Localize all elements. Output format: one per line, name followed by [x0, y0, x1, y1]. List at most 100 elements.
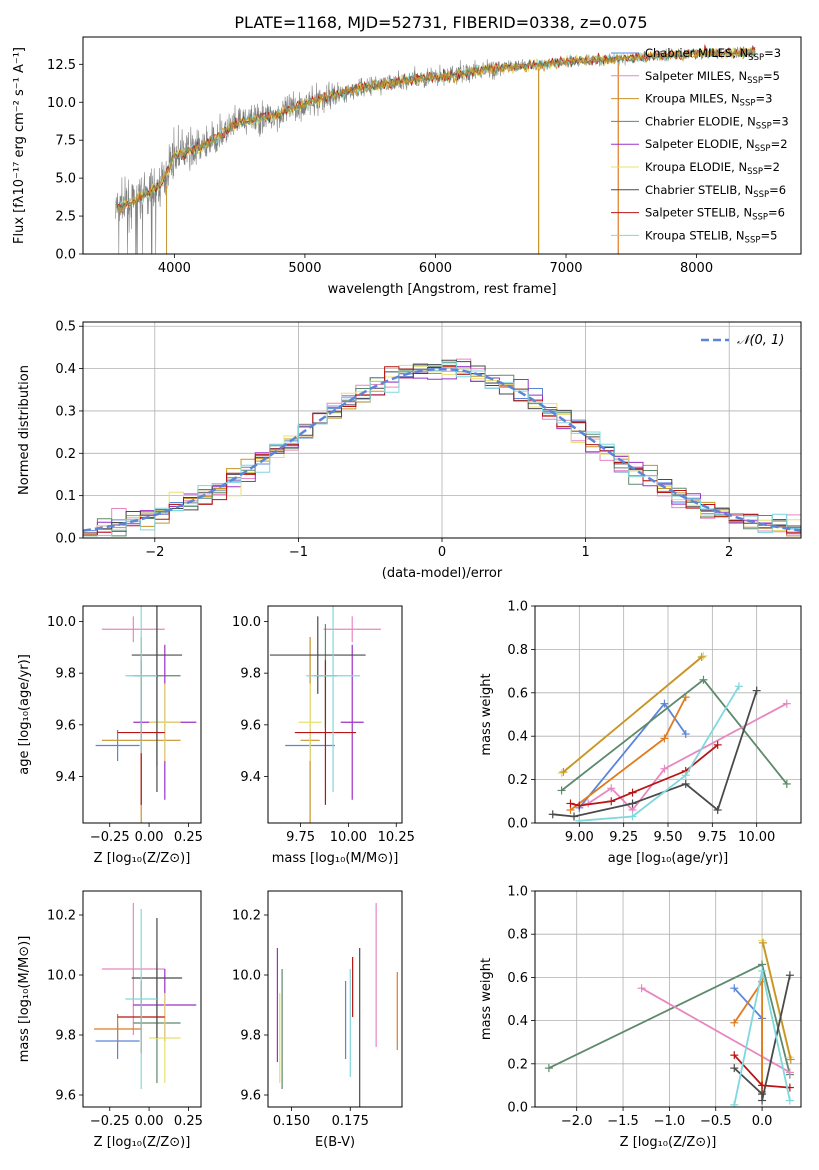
axes-frame — [267, 605, 403, 824]
legend-label-value: =5 — [763, 69, 780, 83]
legend-label-sub: SSP — [756, 121, 772, 131]
plot-area — [95, 606, 197, 823]
plot-area — [535, 891, 801, 1107]
x-axis-label: Z [log₁₀(Z/Z⊙)] — [94, 1135, 191, 1150]
legend-label-sub: SSP — [747, 167, 763, 177]
x-axis-label: mass [log₁₀(M/M⊙)] — [272, 851, 399, 866]
x-tick-label: 9.00 — [565, 830, 594, 845]
legend-label-sub: SSP — [747, 76, 763, 86]
legend-label-text: Kroupa ELODIE, N — [645, 160, 747, 174]
x-axis-label: Z [log₁₀(Z/Z⊙)] — [620, 1135, 717, 1150]
plot-area — [535, 606, 801, 823]
legend-label-text: Salpeter MILES, N — [645, 69, 747, 83]
x-tick-label: 0 — [438, 545, 446, 560]
x-tick-label: 4000 — [158, 261, 191, 276]
y-tick-label: 9.8 — [240, 1029, 261, 1044]
x-tick-label: 5000 — [288, 261, 321, 276]
y-axis-label: Flux [fλ10⁻¹⁷ erg cm⁻² s⁻¹ A⁻¹] — [12, 47, 27, 244]
weight-line-salpeter_miles — [641, 987, 791, 1074]
axes-frame — [267, 890, 403, 1108]
axes-frame — [82, 321, 802, 539]
legend-label-sub: SSP — [753, 190, 769, 200]
y-tick-label: 10.2 — [232, 909, 261, 924]
panel-spectrum: 4000 5000 6000 7000 8000 0.0 2.5 5.0 7.5 10.0 12.5… — [12, 36, 802, 297]
y-tick-label: 0.6 — [507, 686, 528, 701]
y-tick-label: 10.2 — [47, 909, 76, 924]
legend-label-sub: SSP — [752, 213, 768, 223]
y-tick-label: 0.4 — [55, 362, 76, 377]
x-tick-label: 7000 — [549, 261, 582, 276]
weight-line-kroupa_miles — [762, 942, 792, 1060]
y-tick-label: 1.0 — [507, 600, 528, 615]
plot-area — [276, 903, 398, 1107]
residual-histogram-kroupa_elodie — [83, 364, 801, 537]
legend-label-sub: SSP — [745, 235, 761, 245]
y-tick-label: 0.2 — [55, 447, 76, 462]
x-tick-label: 10.00 — [738, 830, 775, 845]
x-tick-label: −1.0 — [654, 1114, 686, 1129]
legend-label: Chabrier MILES, NSSP=3 — [645, 46, 781, 63]
legend-label-value: =2 — [771, 137, 788, 151]
x-axis-label: E(B-V) — [315, 1135, 355, 1150]
x-tick-label: 0.00 — [135, 1114, 164, 1129]
y-tick-label: 10.0 — [232, 615, 261, 630]
x-tick-label: 0.175 — [332, 1114, 369, 1129]
x-tick-label: 8000 — [680, 261, 713, 276]
residual-histogram-salpeter_elodie — [83, 366, 801, 537]
axes-frame — [82, 890, 202, 1108]
x-axis-label: (data-model)/error — [382, 566, 503, 581]
weight-line-chabrier_elodie — [561, 678, 788, 792]
legend-label-sub: SSP — [748, 53, 764, 63]
y-tick-label: 0.6 — [507, 971, 528, 986]
y-tick-label: 9.8 — [55, 1029, 76, 1044]
x-tick-label: −2 — [145, 545, 164, 560]
x-tick-label: 9.25 — [609, 830, 638, 845]
legend-label-text: Chabrier MILES, N — [645, 46, 748, 60]
panel-age_vs_Z: −0.25 0.00 0.25 9.4 9.6 9.8 10.0 Z [log₁₀(Z/Z⊙)… — [17, 605, 203, 866]
x-tick-label: 0.150 — [273, 1114, 310, 1129]
legend-label-sub: SSP — [740, 99, 756, 109]
y-tick-label: 9.6 — [55, 1089, 76, 1104]
y-tick-label: 9.8 — [240, 667, 261, 682]
y-tick-label: 0.1 — [55, 489, 76, 504]
legend-label-value: =3 — [764, 46, 781, 60]
x-tick-label: 2 — [725, 545, 733, 560]
y-tick-label: 2.5 — [55, 210, 76, 225]
legend-label-text: Salpeter ELODIE, N — [645, 137, 755, 151]
y-tick-label: 0.5 — [55, 320, 76, 335]
y-axis-label: age [log₁₀(age/yr)] — [17, 654, 32, 775]
legend-label: Chabrier ELODIE, NSSP=3 — [645, 114, 789, 131]
legend-label-value: =3 — [755, 92, 772, 106]
legend-label-value: =6 — [769, 183, 786, 197]
legend-label-text: Kroupa STELIB, N — [645, 228, 745, 242]
panel-weight_vs_age: 9.00 9.25 9.50 9.75 10.00 0.0 0.2 0.4 0.6 0.8 1.0 a… — [479, 600, 802, 866]
y-axis-label: mass weight — [479, 958, 494, 1040]
plot-area — [83, 322, 801, 538]
panel-weight_vs_Z: −2.0 −1.5 −1.0 −0.5 0.0 0.0 0.2 0.4 0.6 0.8 1.0 Z [… — [479, 885, 802, 1150]
model-fit-kroupa_miles — [116, 46, 756, 213]
x-tick-label: −0.5 — [700, 1114, 732, 1129]
y-tick-label: 0.0 — [507, 1101, 528, 1116]
y-tick-label: 0.8 — [507, 928, 528, 943]
y-tick-label: 0.4 — [507, 1014, 528, 1029]
legend-label: Salpeter STELIB, NSSP=6 — [645, 206, 785, 223]
y-tick-label: 10.0 — [47, 969, 76, 984]
weight-line-chabrier_stelib — [552, 690, 758, 818]
y-tick-label: 10.0 — [47, 96, 76, 111]
x-axis-label: wavelength [Angstrom, rest frame] — [328, 282, 557, 297]
x-tick-label: −0.25 — [90, 830, 130, 845]
axes-frame — [534, 890, 802, 1108]
y-tick-label: 10.0 — [47, 615, 76, 630]
legend-label-value: =6 — [768, 206, 785, 220]
plot-area — [94, 903, 197, 1089]
normal-curve — [83, 367, 801, 532]
y-tick-label: 0.4 — [507, 730, 528, 745]
y-tick-label: 0.0 — [55, 248, 76, 263]
y-tick-label: 7.5 — [55, 134, 76, 149]
weight-line-kroupa_stelib — [579, 685, 740, 822]
legend-label-sub: SSP — [755, 144, 771, 154]
panel-mass_vs_ebv: 0.150 0.175 9.6 9.8 10.0 10.2 E(B-V) — [232, 890, 403, 1150]
x-tick-label: −1.5 — [607, 1114, 639, 1129]
y-axis-label: Normed distribution — [17, 365, 32, 495]
